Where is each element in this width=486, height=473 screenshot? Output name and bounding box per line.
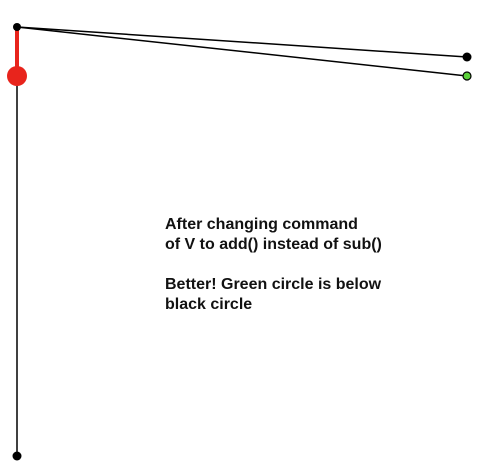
annotation-line-4: black circle [165, 296, 253, 313]
line-to-green-point [16, 26, 468, 77]
black-circle [462, 52, 472, 62]
top-pivot-point [13, 23, 21, 31]
bottom-point [12, 451, 22, 461]
annotation-text: After changing command of V to add() ins… [165, 215, 465, 315]
annotation-line-1: After changing command [165, 216, 358, 233]
line-to-black-point [16, 26, 468, 58]
red-dot [7, 66, 27, 86]
annotation-line-2: of V to add() instead of sub() [165, 236, 382, 253]
annotation-line-3: Better! Green circle is below [165, 276, 382, 293]
green-circle [462, 71, 472, 81]
